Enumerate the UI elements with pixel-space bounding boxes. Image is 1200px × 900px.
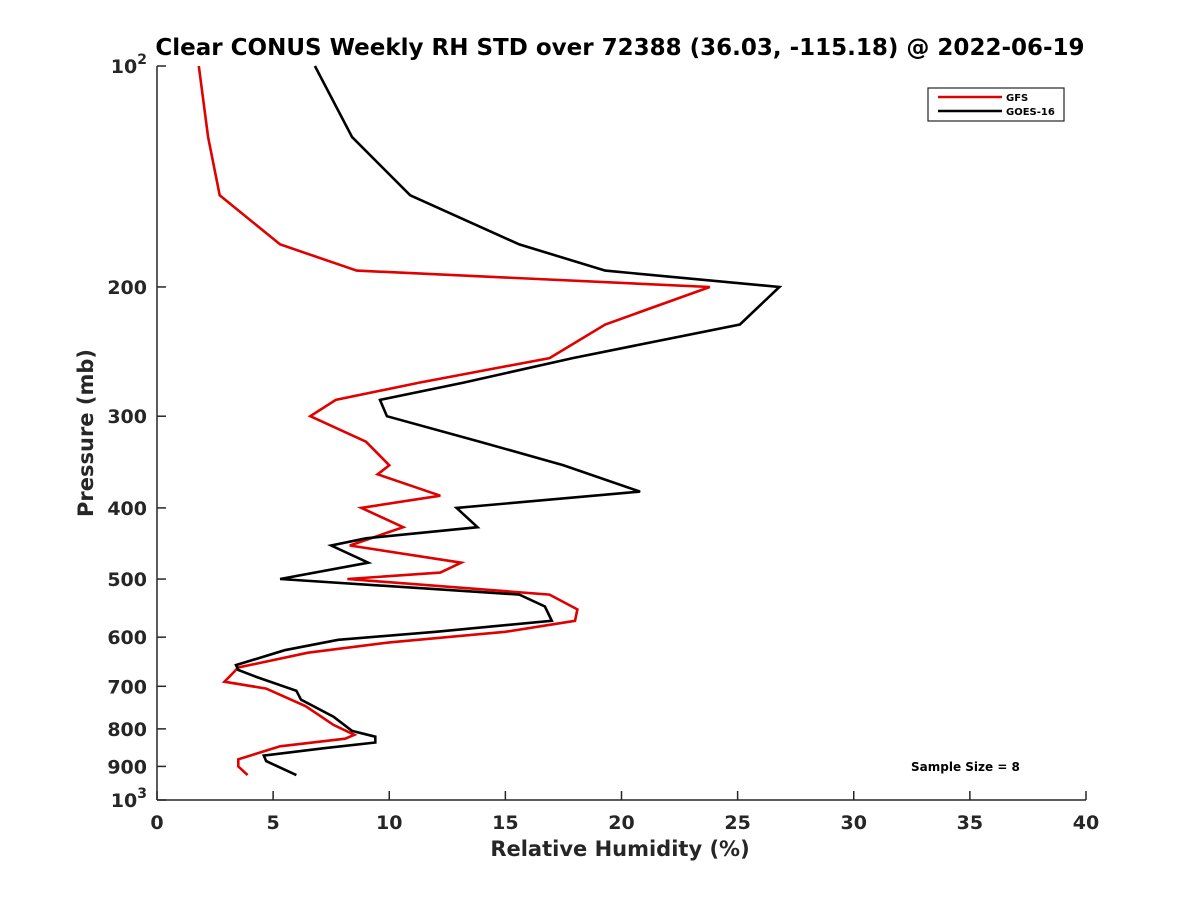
legend-box [927, 87, 1065, 122]
series-layer [197, 65, 783, 777]
series-line-goes16 [234, 65, 783, 777]
y-tick-label-500: 500 [107, 569, 147, 591]
x-tick-label-20: 20 [608, 812, 634, 834]
series-line-gfs [197, 65, 711, 777]
y-tick-label-900: 900 [107, 756, 147, 778]
y-tick-label-400: 400 [107, 498, 147, 520]
x-tick-label-40: 40 [1073, 812, 1099, 834]
chart-title: Clear CONUS Weekly RH STD over 72388 (36… [155, 35, 1084, 61]
y-axis-ticks: 102 200 300 400 500 600 700 800 900 103 [107, 52, 166, 812]
y-tick-label-300: 300 [107, 406, 147, 428]
x-tick-label-15: 15 [492, 812, 518, 834]
x-tick-label-30: 30 [841, 812, 867, 834]
plot-area: 0 5 10 15 20 25 30 35 40 102 200 300 400 500 600 700 80… [107, 52, 1099, 834]
y-tick-label-800: 800 [107, 719, 147, 741]
legend: GFS GOES-16 [927, 87, 1065, 122]
x-tick-label-10: 10 [376, 812, 402, 834]
y-tick-label-700: 700 [107, 676, 147, 698]
y-axis-label: Pressure (mb) [74, 349, 98, 517]
x-tick-label-25: 25 [724, 812, 750, 834]
x-tick-label-0: 0 [150, 812, 163, 834]
legend-label-goes16: GOES-16 [1006, 107, 1055, 118]
x-tick-label-5: 5 [267, 812, 280, 834]
legend-label-gfs: GFS [1006, 93, 1028, 104]
x-axis-ticks: 0 5 10 15 20 25 30 35 40 [150, 791, 1099, 834]
y-tick-label-200: 200 [107, 277, 147, 299]
y-tick-label-100: 102 [111, 52, 147, 78]
y-tick-label-600: 600 [107, 627, 147, 649]
x-axis-label: Relative Humidity (%) [490, 837, 749, 861]
x-tick-label-35: 35 [957, 812, 983, 834]
sample-size-annotation: Sample Size = 8 [911, 760, 1020, 774]
y-tick-label-1000: 103 [111, 786, 147, 812]
